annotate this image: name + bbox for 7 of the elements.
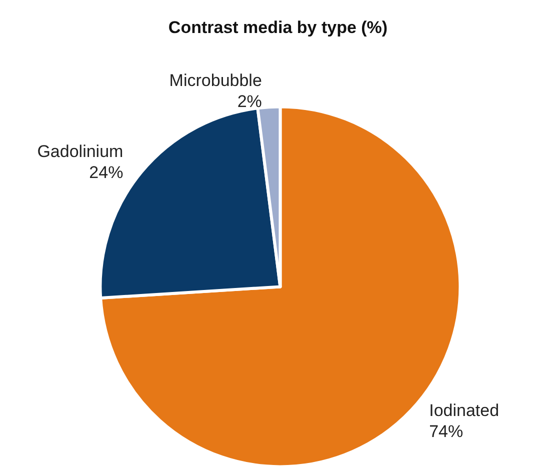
slice-label: Iodinated [429,400,500,420]
data-label: 2% [237,92,262,112]
chart-title: Contrast media by type (%) [168,18,388,37]
data-label: 24% [89,162,124,182]
slice-label: Gadolinium [37,142,124,161]
slice-label: Microbubble [169,71,262,90]
data-label: 74% [429,422,464,441]
